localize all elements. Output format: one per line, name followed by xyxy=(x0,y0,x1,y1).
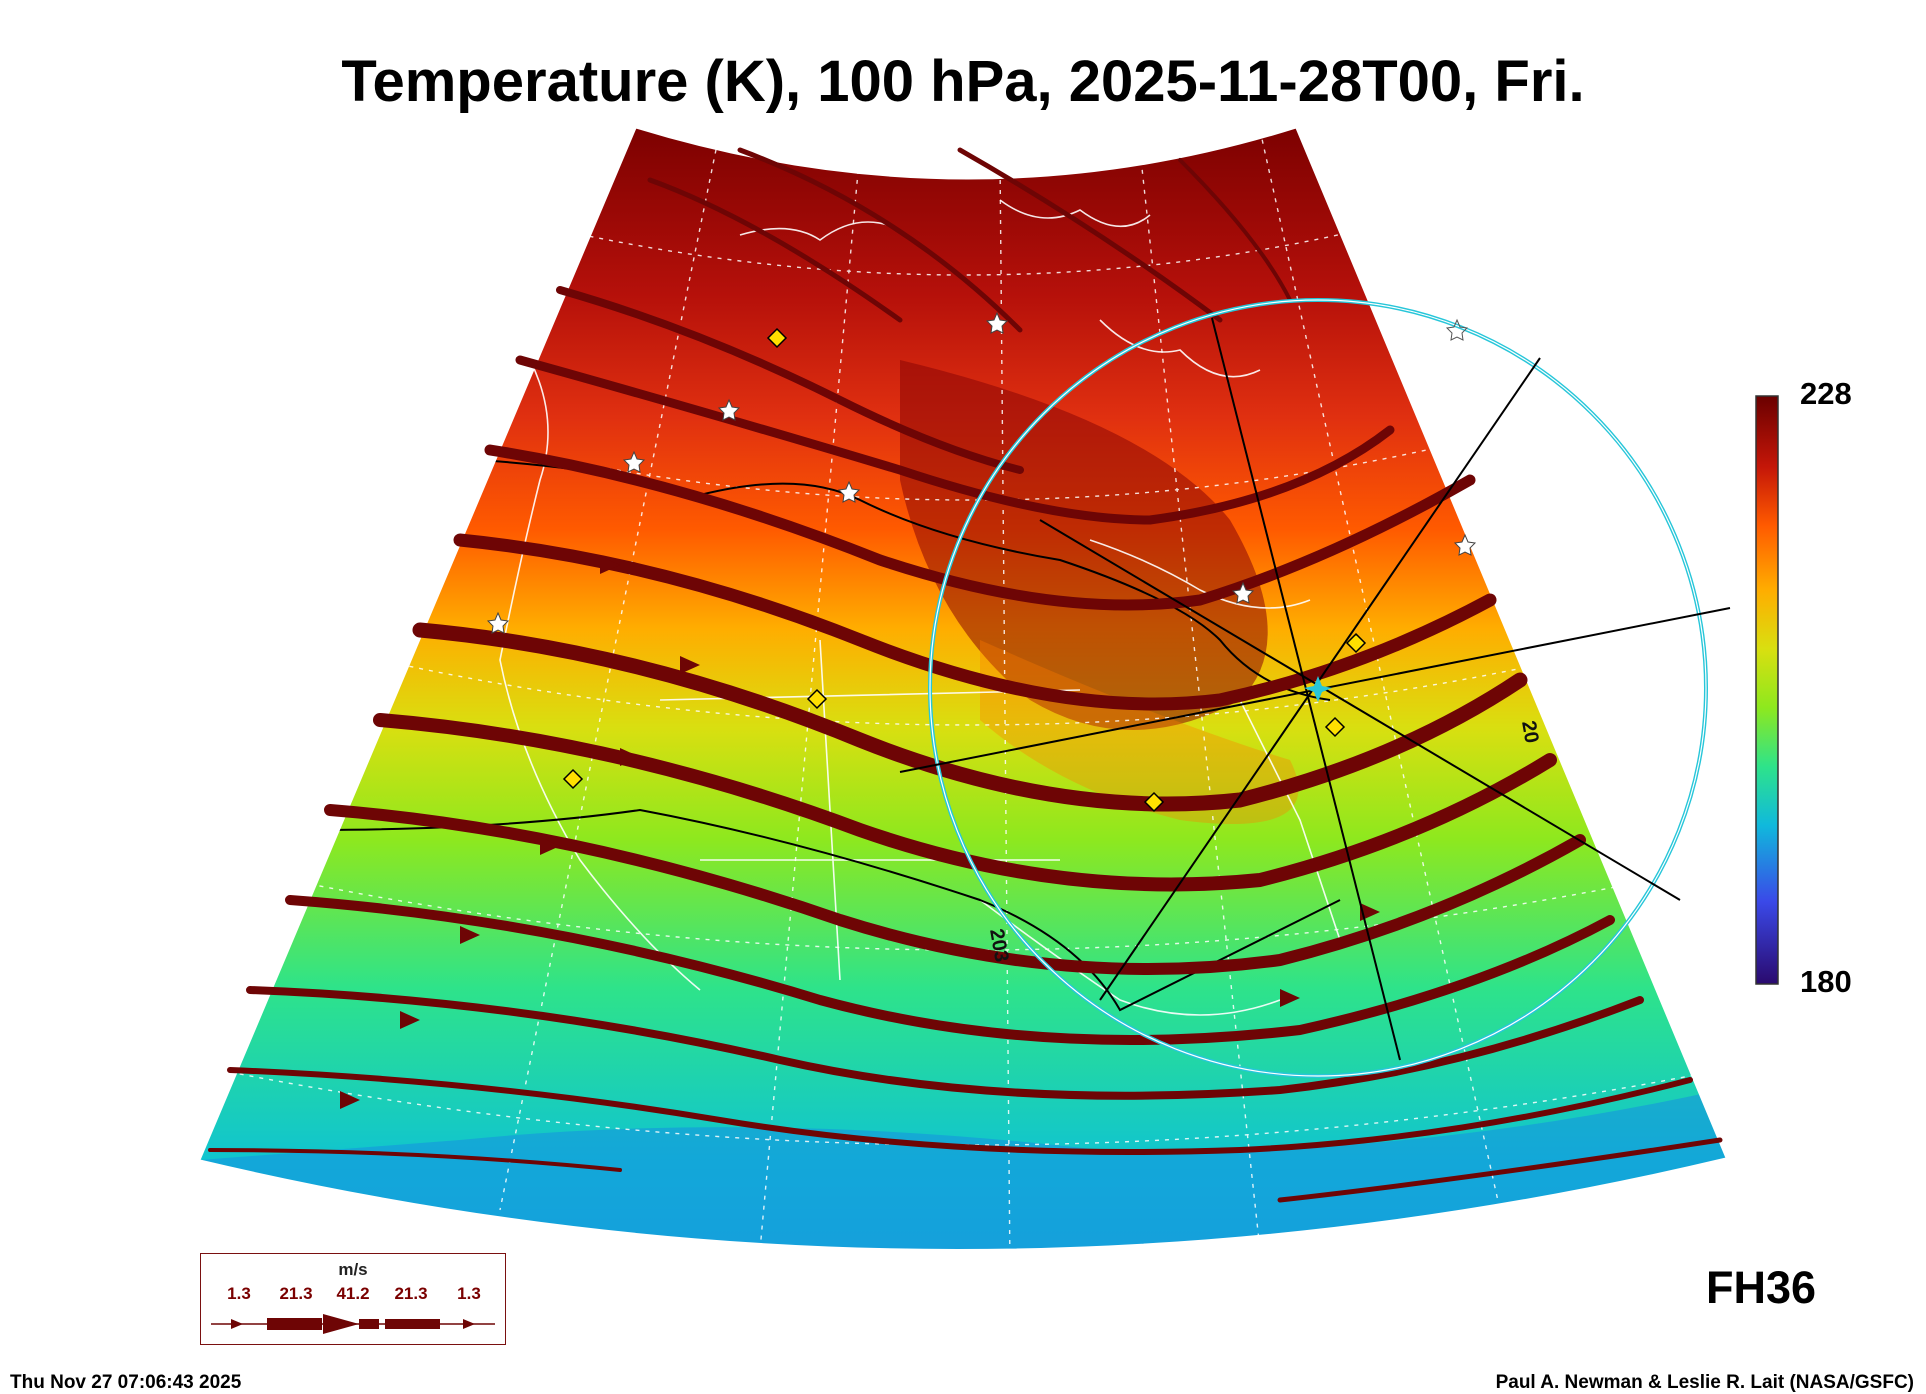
contour-label-20: 20 xyxy=(1517,719,1543,745)
colorbar-max-label: 228 xyxy=(1800,376,1852,411)
footer-timestamp: Thu Nov 27 07:06:43 2025 xyxy=(10,1372,242,1393)
wind-streamlines xyxy=(208,147,1723,1203)
chart-title: Temperature (K), 100 hPa, 2025-11-28T00,… xyxy=(341,49,1585,114)
legend-value: 21.3 xyxy=(394,1284,428,1303)
forecast-hour-label: FH36 xyxy=(1706,1262,1817,1313)
legend-arrow-sample xyxy=(211,1314,495,1334)
legend-value: 1.3 xyxy=(227,1284,251,1303)
legend-unit: m/s xyxy=(338,1260,368,1279)
legend-value: 1.3 xyxy=(457,1284,481,1303)
temperature-field xyxy=(200,128,1726,1250)
wind-speed-legend: m/s 1.3 21.3 41.2 21.3 1.3 xyxy=(200,1253,506,1345)
wind-arrowheads xyxy=(340,556,1380,1109)
cross-section-circle xyxy=(899,298,1731,1078)
station-markers xyxy=(486,311,1477,813)
legend-value: 21.3 xyxy=(279,1284,313,1303)
colorbar xyxy=(1755,395,1779,985)
legend-value: 41.2 xyxy=(336,1284,370,1303)
colorbar-min-label: 180 xyxy=(1800,964,1852,999)
footer-credit: Paul A. Newman & Leslie R. Lait (NASA/GS… xyxy=(1495,1372,1914,1393)
